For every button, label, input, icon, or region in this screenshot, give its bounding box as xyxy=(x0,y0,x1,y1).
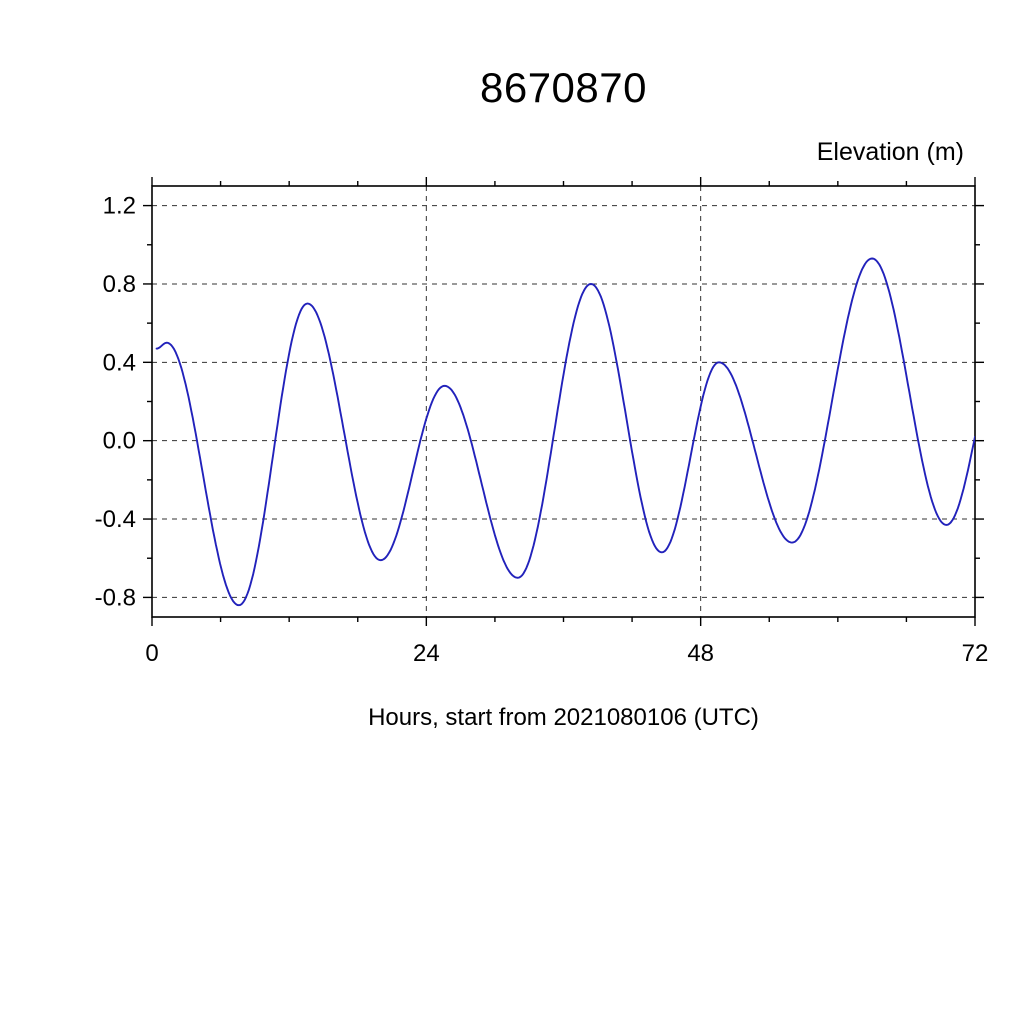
x-tick-label: 48 xyxy=(687,640,714,667)
x-tick-label: 72 xyxy=(962,640,989,667)
elevation-curve xyxy=(155,257,975,607)
chart-title: 8670870 xyxy=(479,64,647,111)
x-tick-label: 24 xyxy=(413,640,440,667)
y-tick-label: -0.4 xyxy=(95,506,136,533)
x-tick-label: 0 xyxy=(145,640,158,667)
y-tick-label: 0.4 xyxy=(103,349,136,376)
y-tick-label: 0.8 xyxy=(103,271,136,298)
axis-frame xyxy=(151,185,976,618)
y-tick-label: 0.0 xyxy=(103,428,136,455)
y-axis-title: Elevation (m) xyxy=(816,138,964,166)
x-axis-title: Hours, start from 2021080106 (UTC) xyxy=(368,704,759,731)
y-tick-label: 1.2 xyxy=(103,193,136,220)
y-tick-label: -0.8 xyxy=(95,584,136,611)
